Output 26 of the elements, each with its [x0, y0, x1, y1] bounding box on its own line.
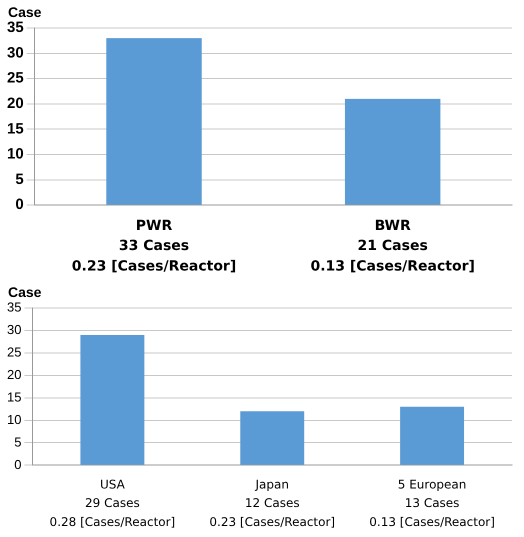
y-tick-label: 20	[6, 95, 24, 112]
y-tick-label: 15	[6, 120, 24, 138]
y-tick-label: 30	[6, 44, 24, 62]
y-axis-title: Case	[8, 4, 42, 20]
y-tick-label: 5	[15, 170, 24, 188]
y-tick-label: 5	[14, 434, 22, 450]
x-tick-label: 5 European 13 Cases 0.13 [Cases/Reactor]	[369, 478, 495, 529]
y-tick-label: 35	[6, 300, 22, 315]
y-tick-label: 15	[6, 389, 22, 404]
y-tick-label: 35	[6, 19, 24, 36]
bar	[240, 411, 304, 465]
y-tick-label: 25	[6, 344, 22, 360]
y-tick-label: 0	[14, 456, 22, 472]
bar	[80, 334, 144, 465]
x-tick-label: PWR 33 Cases 0.23 [Cases/Reactor]	[72, 218, 236, 274]
bar	[400, 406, 464, 465]
x-tick-label: BWR 21 Cases 0.13 [Cases/Reactor]	[310, 218, 475, 274]
y-axis-title: Case	[8, 284, 42, 300]
y-tick-label: 20	[6, 366, 22, 382]
y-tick-label: 25	[6, 70, 24, 87]
x-tick-label: USA 29 Cases 0.28 [Cases/Reactor]	[50, 478, 176, 529]
y-tick-label: 10	[6, 146, 24, 163]
y-tick-label: 10	[6, 412, 22, 427]
x-tick-label: Japan 12 Cases 0.23 [Cases/Reactor]	[209, 478, 336, 529]
y-tick-label: 0	[15, 196, 24, 214]
y-tick-label: 30	[6, 322, 22, 338]
